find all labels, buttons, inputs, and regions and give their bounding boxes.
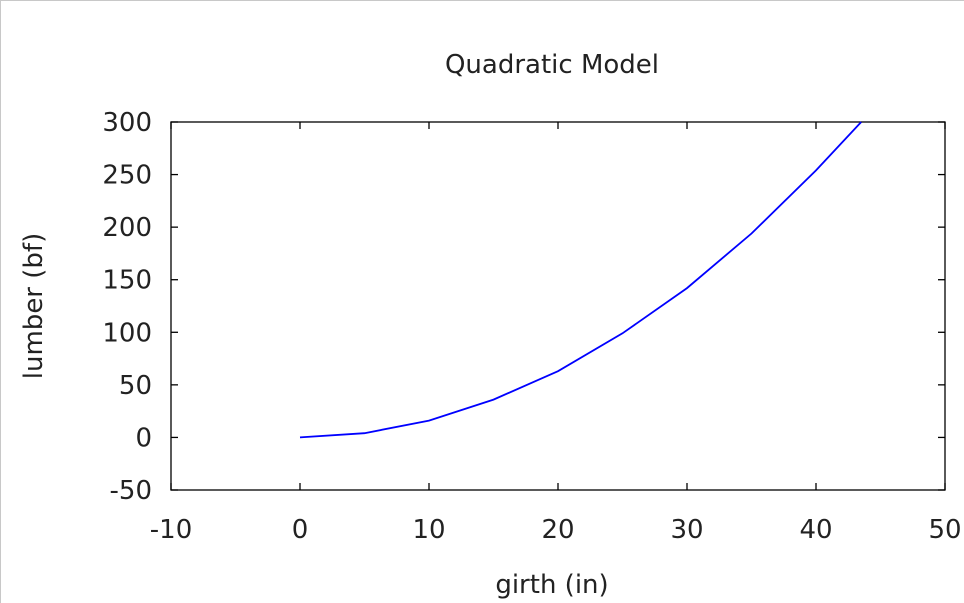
x-tick-label: 20: [541, 515, 574, 545]
y-tick-label: 200: [102, 213, 152, 243]
y-tick-label: 100: [102, 318, 152, 348]
y-axis: -50 0 50 100 150 200 250 300: [102, 108, 945, 506]
y-tick-label: -50: [110, 476, 152, 506]
x-axis-label: girth (in): [495, 570, 608, 600]
plot-area: [170, 121, 946, 491]
chart-title: Quadratic Model: [445, 50, 659, 80]
x-axis: -10 0 10 20 30 40 50: [150, 122, 962, 545]
x-tick-label: 50: [928, 515, 961, 545]
y-tick-label: 150: [102, 266, 152, 296]
x-tick-label: -10: [150, 515, 192, 545]
y-tick-label: 250: [102, 161, 152, 191]
x-tick-label: 40: [799, 515, 832, 545]
series-line: [299, 121, 862, 439]
y-tick-label: 0: [135, 423, 152, 453]
x-tick-label: 30: [670, 515, 703, 545]
x-tick-label: 0: [292, 515, 309, 545]
y-tick-label: 300: [102, 108, 152, 138]
x-tick-label: 10: [412, 515, 445, 545]
y-tick-label: 50: [119, 371, 152, 401]
y-axis-label: lumber (bf): [19, 233, 49, 379]
